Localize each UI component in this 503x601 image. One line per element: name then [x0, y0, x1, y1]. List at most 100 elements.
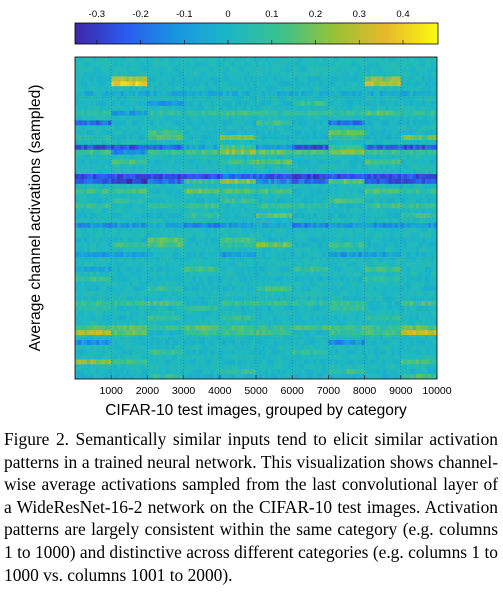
- heatmap-cell: [421, 149, 426, 155]
- heatmap-cell: [412, 218, 417, 224]
- heatmap-cell: [376, 57, 381, 63]
- heatmap-cell: [237, 227, 242, 233]
- heatmap-cell: [334, 154, 338, 160]
- heatmap-cell: [370, 237, 375, 243]
- heatmap-cell: [252, 218, 257, 224]
- heatmap-cell: [367, 66, 372, 72]
- heatmap-cell: [355, 227, 359, 233]
- heatmap-cell: [186, 76, 191, 82]
- heatmap-cell: [259, 86, 263, 92]
- heatmap-cell: [222, 110, 227, 116]
- heatmap-cell: [376, 193, 381, 199]
- heatmap-cell: [138, 188, 142, 194]
- heatmap-cell: [421, 154, 426, 160]
- heatmap-cell: [105, 86, 109, 92]
- heatmap-cell: [114, 178, 118, 185]
- heatmap-cell: [427, 100, 432, 107]
- heatmap-cell: [331, 91, 335, 97]
- heatmap-cell: [343, 144, 347, 150]
- heatmap-cell: [108, 135, 112, 141]
- heatmap-cell: [129, 144, 133, 150]
- heatmap-cell: [159, 91, 163, 97]
- heatmap-cell: [192, 159, 197, 165]
- heatmap-cell: [141, 100, 145, 107]
- heatmap-cell: [337, 71, 341, 77]
- heatmap-cell: [120, 115, 124, 121]
- heatmap-cell: [144, 169, 148, 175]
- heatmap-cell: [129, 203, 133, 209]
- heatmap-cell: [135, 169, 139, 175]
- heatmap-cell: [325, 86, 329, 92]
- heatmap-cell: [364, 81, 369, 87]
- heatmap-cell: [240, 232, 245, 238]
- heatmap-cell: [277, 96, 281, 102]
- heatmap-cell: [367, 120, 372, 126]
- heatmap-cell: [337, 169, 341, 175]
- heatmap-cell: [105, 188, 109, 194]
- heatmap-cell: [78, 247, 82, 253]
- heatmap-cell: [307, 159, 311, 165]
- heatmap-cell: [292, 183, 296, 190]
- heatmap-cell: [126, 61, 130, 68]
- heatmap-cell: [313, 198, 317, 204]
- heatmap-cell: [234, 120, 239, 126]
- heatmap-cell: [397, 198, 402, 204]
- heatmap-cell: [93, 247, 97, 253]
- heatmap-cell: [400, 232, 405, 238]
- heatmap-cell: [277, 71, 281, 77]
- heatmap-cell: [343, 61, 347, 68]
- heatmap-cell: [219, 135, 224, 141]
- heatmap-cell: [415, 242, 420, 248]
- heatmap-cell: [268, 144, 272, 150]
- heatmap-cell: [240, 193, 245, 199]
- heatmap-cell: [430, 174, 435, 180]
- heatmap-cell: [81, 135, 85, 141]
- heatmap-cell: [144, 110, 148, 116]
- heatmap-cell: [93, 227, 97, 233]
- heatmap-cell: [277, 208, 281, 214]
- heatmap-cell: [177, 213, 181, 219]
- heatmap-cell: [123, 222, 127, 229]
- heatmap-cell: [418, 193, 423, 199]
- heatmap-cell: [240, 110, 245, 116]
- heatmap-cell: [286, 139, 290, 146]
- heatmap-cell: [93, 81, 97, 87]
- heatmap-cell: [189, 130, 194, 136]
- heatmap-cell: [177, 61, 181, 68]
- heatmap-cell: [159, 105, 163, 111]
- heatmap-cell: [409, 71, 414, 77]
- heatmap-cell: [168, 139, 172, 146]
- heatmap-cell: [132, 183, 136, 190]
- heatmap-cell: [168, 257, 172, 263]
- heatmap-cell: [412, 227, 417, 233]
- heatmap-cell: [135, 257, 139, 263]
- heatmap-cell: [93, 188, 97, 194]
- heatmap-cell: [313, 61, 317, 68]
- heatmap-cell: [90, 135, 94, 141]
- heatmap-cell: [274, 139, 278, 146]
- heatmap-cell: [391, 115, 396, 121]
- heatmap-cell: [123, 232, 127, 238]
- heatmap-cell: [382, 110, 387, 116]
- heatmap-cell: [135, 154, 139, 160]
- heatmap-cell: [433, 222, 437, 229]
- heatmap-cell: [325, 169, 329, 175]
- heatmap-cell: [192, 188, 197, 194]
- heatmap-cell: [262, 96, 266, 102]
- heatmap-cell: [90, 100, 94, 107]
- heatmap-cell: [256, 208, 260, 214]
- heatmap-cell: [313, 222, 317, 229]
- heatmap-cell: [322, 203, 326, 209]
- heatmap-cell: [364, 139, 369, 146]
- heatmap-cell: [213, 149, 218, 155]
- heatmap-cell: [168, 203, 172, 209]
- heatmap-cell: [153, 222, 157, 229]
- heatmap-cell: [325, 57, 329, 63]
- heatmap-cell: [126, 169, 130, 175]
- heatmap-cell: [304, 252, 308, 258]
- heatmap-cell: [400, 91, 405, 97]
- heatmap-cell: [84, 110, 88, 116]
- heatmap-cell: [243, 144, 248, 150]
- heatmap-cell: [123, 257, 127, 263]
- heatmap-cell: [298, 91, 302, 97]
